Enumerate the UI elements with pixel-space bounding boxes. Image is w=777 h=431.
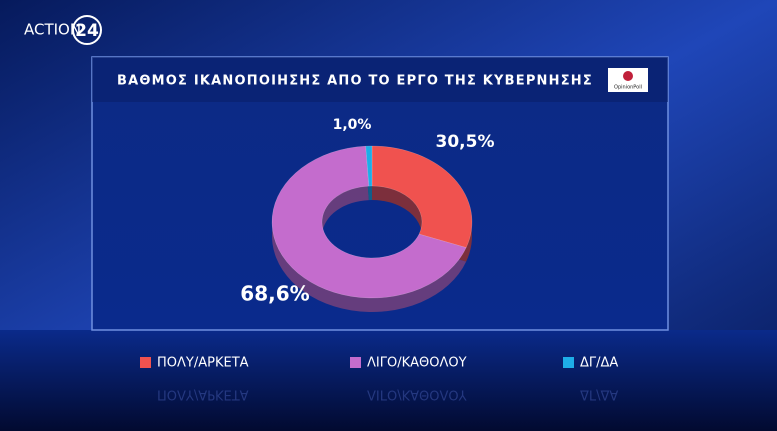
brand-number: 24 [75,21,99,41]
legend-swatch [350,357,361,368]
source-logo-dot [623,71,633,81]
value-label: 1,0% [333,117,372,133]
legend-label: ΔΓ/ΔΑ [580,356,618,371]
legend-reflection: ΛΙΓΟ/ΚΑΘΟΛΟΥ [367,387,467,402]
slice [365,145,373,187]
value-label: 30,5% [436,132,495,152]
slice [271,145,467,299]
legend: ΠΟΛΥ/ΑΡΚΕΤΑ ΠΟΛΥ/ΑΡΚΕΤΑ ΛΙΓΟ/ΚΑΘΟΛΟΥ ΛΙΓΟ/Κ… [140,356,618,402]
title-bar [92,57,668,102]
floor [0,330,777,431]
legend-reflection: ΠΟΛΥ/ΑΡΚΕΤΑ [157,387,249,402]
legend-label: ΛΙΓΟ/ΚΑΘΟΛΟΥ [367,356,467,371]
donut: 30,5% 68,6% 1,0% [240,117,495,313]
source-name: OpinionPoll [614,85,642,91]
legend-swatch [140,357,151,368]
slice [371,145,473,248]
value-label: 68,6% [240,282,309,306]
brand-name: ACTION [24,21,81,39]
legend-reflection: ΔΓ/ΔΑ [580,387,618,402]
chart-title: ΒΑΘΜΟΣ ΙΚΑΝΟΠΟΙΗΣΗΣ ΑΠΟ ΤΟ ΕΡΓΟ ΤΗΣ ΚΥΒΕ… [117,74,593,89]
legend-label: ΠΟΛΥ/ΑΡΚΕΤΑ [157,356,249,371]
legend-swatch [563,357,574,368]
brand-ring [72,15,102,45]
